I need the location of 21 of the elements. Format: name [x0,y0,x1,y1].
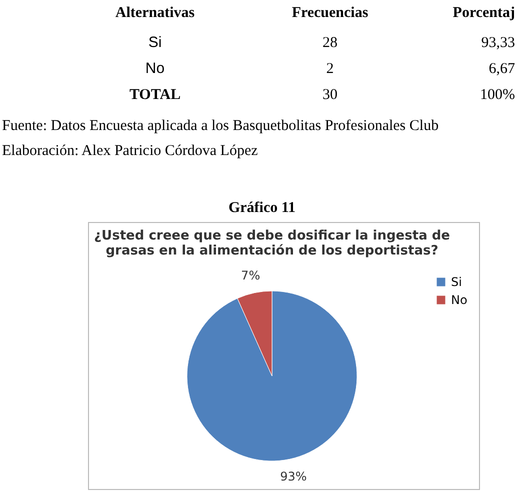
text: 30 [322,87,338,103]
text: Porcentaj [452,5,515,21]
text: Elaboración: Alex Patricio Córdova López [2,143,258,159]
text: 93,33 [481,35,515,51]
text: No [145,60,165,77]
data-label: 7% [241,268,260,282]
text: Si [148,34,162,51]
text: 28 [322,35,338,51]
text: 2 [326,61,334,77]
text: 6,67 [488,61,516,77]
text: Alternativas [115,5,195,21]
legend-label: No [451,293,468,307]
text: TOTAL [129,87,181,103]
legend-label: Si [451,275,462,289]
chart-title: ¿Usted creee que se debe dosificar la ingesta de grasas en la alimentación de los deportistas? [94,228,450,258]
text: 100% [480,87,515,103]
data-label: 93% [280,470,307,484]
source-note: Fuente: Datos Encuesta aplicada a los Basquetbolitas Profesionales Club [2,118,439,134]
text: Frecuencias [292,5,368,21]
pie-slice [186,290,358,462]
text: Gráfico 11 [228,200,296,216]
